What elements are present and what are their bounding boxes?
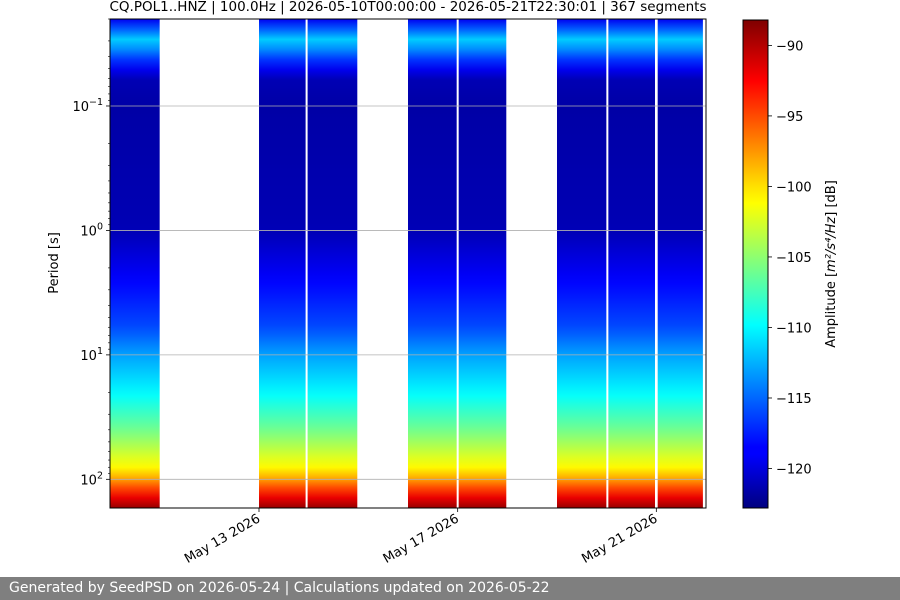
- data-gap: [606, 19, 609, 508]
- footer-text: Generated by SeedPSD on 2026-05-24 | Cal…: [9, 580, 550, 596]
- colorbar-tick-label: −90: [776, 39, 803, 54]
- y-tick-label: 102: [80, 470, 103, 488]
- y-tick-exponent: −1: [89, 97, 103, 108]
- colorbar-tick-label: −110: [776, 321, 812, 336]
- y-tick-exponent: 2: [97, 470, 103, 481]
- x-axis: May 13 2026 May 17 2026 May 21 2026: [182, 508, 660, 567]
- colorbar-label-units: m²/s⁴/Hz: [824, 216, 839, 272]
- y-tick-label: 10−1: [72, 97, 103, 115]
- colorbar-tick-label: −95: [776, 110, 803, 125]
- colorbar-tick-label: −100: [776, 180, 812, 195]
- y-axis-label: Period [s]: [47, 232, 62, 294]
- x-tick-label: May 13 2026: [182, 511, 263, 566]
- colorbar-tick-label: −120: [776, 463, 812, 478]
- data-band: [557, 19, 703, 508]
- y-tick-label: 101: [80, 346, 103, 364]
- colorbar-label-suffix: ] [dB]: [824, 180, 839, 217]
- y-tick-exponent: 1: [97, 346, 103, 357]
- colorbar-tick-label: −105: [776, 251, 812, 266]
- x-tick-label: May 17 2026: [381, 511, 462, 566]
- y-tick-mantissa: 10: [80, 473, 97, 488]
- colorbar: −90 −95 −100 −105 −110 −115 −120 Amplitude [m²…: [742, 19, 839, 509]
- data-gap: [456, 19, 459, 508]
- colorbar-ticks: −90 −95 −100 −105 −110 −115 −120: [768, 39, 812, 478]
- y-tick-exponent: 0: [97, 221, 103, 232]
- colorbar-tick-label: −115: [776, 392, 812, 407]
- plot-frame: [109, 18, 707, 509]
- x-tick-label: May 21 2026: [579, 511, 660, 566]
- y-tick-mantissa: 10: [80, 224, 97, 239]
- data-gaps: [305, 19, 658, 508]
- data-gap: [655, 19, 658, 508]
- y-tick-label: 100: [80, 221, 103, 239]
- data-gap: [305, 19, 308, 508]
- y-tick-mantissa: 10: [72, 100, 89, 115]
- chart-title: CQ.POL1..HNZ | 100.0Hz | 2026-05-10T00:0…: [109, 0, 706, 15]
- plot-area: [109, 18, 707, 509]
- footer-bar: Generated by SeedPSD on 2026-05-24 | Cal…: [0, 577, 900, 600]
- colorbar-gradient: [742, 19, 769, 509]
- colorbar-label-prefix: Amplitude [: [824, 272, 839, 348]
- data-band: [110, 19, 160, 508]
- data-band: [259, 19, 358, 508]
- y-tick-mantissa: 10: [80, 349, 97, 364]
- gridlines: [110, 105, 706, 480]
- colorbar-label: Amplitude [m²/s⁴/Hz] [dB]: [824, 180, 839, 348]
